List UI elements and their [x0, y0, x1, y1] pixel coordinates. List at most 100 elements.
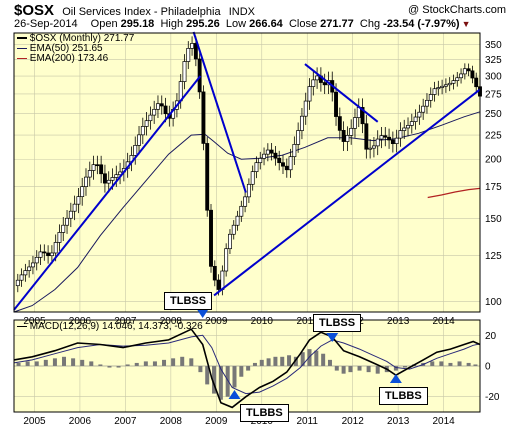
price-candle: [436, 87, 441, 90]
price-candle: [398, 130, 403, 139]
price-candle: [106, 179, 111, 184]
macd-histogram-bar: [189, 358, 194, 366]
high-label: High: [160, 18, 184, 30]
close-value: 271.77: [320, 18, 354, 30]
price-tick-label: 150: [485, 214, 502, 225]
price-candle: [281, 162, 285, 167]
macd-histogram-bar: [448, 362, 453, 366]
legend-swatch-icon: [17, 57, 27, 59]
price-candle: [182, 61, 187, 82]
price-candle: [137, 134, 141, 146]
macd-histogram-bar: [125, 364, 130, 366]
macd-histogram-bar: [162, 359, 167, 366]
close-label: Close: [288, 18, 318, 30]
symbol-title: $OSX Oil Services Index - Philadelphia I…: [14, 2, 255, 19]
price-candle: [193, 43, 198, 60]
trendline: [213, 88, 481, 297]
price-candle: [299, 115, 304, 131]
price-candle: [209, 209, 213, 267]
price-candle: [345, 135, 350, 142]
price-candle: [42, 251, 47, 254]
price-candle: [406, 125, 410, 129]
price-tick-label: 350: [485, 40, 502, 51]
price-candle: [334, 91, 338, 117]
price-candle: [417, 111, 422, 118]
price-candle: [91, 164, 96, 171]
price-candle: [102, 173, 107, 184]
price-candle: [353, 117, 357, 129]
price-candle: [284, 165, 289, 171]
legend-ema200: EMA(200) 173.46: [17, 53, 108, 64]
macd-histogram-bar: [89, 361, 94, 366]
price-candle: [224, 248, 229, 272]
price-candle: [402, 127, 407, 131]
price-candle: [440, 85, 445, 88]
callout-tlbss-2009: TLBSS: [164, 292, 213, 310]
macd-histogram-bar: [43, 359, 48, 366]
price-candle: [34, 256, 39, 264]
price-candle: [49, 252, 54, 257]
macd-histogram-bar: [25, 361, 30, 366]
price-candle: [459, 73, 464, 79]
macd-tick-label: -20: [485, 392, 500, 403]
legend-price-text: $OSX (Monthly) 271.77: [29, 33, 135, 44]
price-candle: [258, 158, 263, 164]
price-tick-label: 325: [485, 55, 502, 66]
macd-histogram-bar: [266, 358, 271, 366]
price-candle: [390, 139, 395, 145]
price-candle: [140, 126, 145, 136]
legend-swatch-icon: [17, 47, 27, 49]
price-tick-label: 100: [485, 297, 502, 308]
price-tick-label: 125: [485, 251, 502, 262]
macd-histogram-bar: [393, 366, 398, 371]
price-candle: [315, 75, 320, 81]
price-candle: [95, 164, 100, 167]
callout-tlbss-2011: TLBSS: [313, 314, 362, 332]
low-label: Low: [225, 18, 247, 30]
high-value: 295.26: [186, 18, 220, 30]
price-candle: [99, 164, 104, 175]
macd-histogram-bar: [366, 366, 371, 373]
price-candle: [394, 137, 399, 145]
price-candle: [144, 120, 149, 127]
price-candle: [383, 135, 388, 138]
price-candle: [156, 103, 160, 110]
x-tick-label: 2006: [69, 316, 92, 327]
price-candle: [15, 279, 20, 287]
macd-line: [13, 328, 481, 409]
price-tick-label: 175: [485, 182, 502, 193]
macd-histogram-bar: [71, 358, 76, 366]
price-candle: [57, 232, 62, 243]
price-candle: [231, 224, 236, 235]
x-tick-label: 2012: [342, 416, 365, 427]
change-label: Chg: [359, 18, 381, 30]
price-candle: [428, 94, 433, 101]
macd-histogram-bar: [232, 366, 237, 388]
x-tick-label: 2006: [69, 416, 92, 427]
down-triangle-icon: ▼: [461, 19, 471, 29]
legend-swatch-icon: [17, 37, 27, 40]
macd-histogram-bar: [334, 366, 339, 371]
price-candle: [311, 79, 316, 87]
x-tick-label: 2011: [296, 316, 318, 327]
legend-ema200-text: EMA(200) 173.46: [29, 53, 109, 64]
open-label: Open: [90, 18, 118, 30]
macd-histogram-bar: [327, 359, 332, 366]
price-candle: [216, 279, 221, 290]
x-tick-label: 2007: [114, 316, 137, 327]
price-candle: [303, 100, 308, 117]
macd-histogram-bar: [246, 366, 251, 371]
x-tick-label: 2005: [23, 416, 46, 427]
price-candle: [246, 183, 251, 198]
price-candle: [243, 196, 248, 207]
price-candle: [87, 170, 92, 178]
price-candle: [212, 266, 217, 281]
price-tick-label: 225: [485, 131, 502, 142]
price-candle: [65, 217, 69, 226]
price-candle: [296, 130, 301, 145]
macd-histogram-bar: [375, 366, 380, 374]
macd-histogram-bar: [402, 366, 407, 368]
macd-histogram-bar: [16, 362, 21, 366]
macd-histogram-bar: [52, 358, 57, 366]
price-candle: [409, 121, 414, 126]
